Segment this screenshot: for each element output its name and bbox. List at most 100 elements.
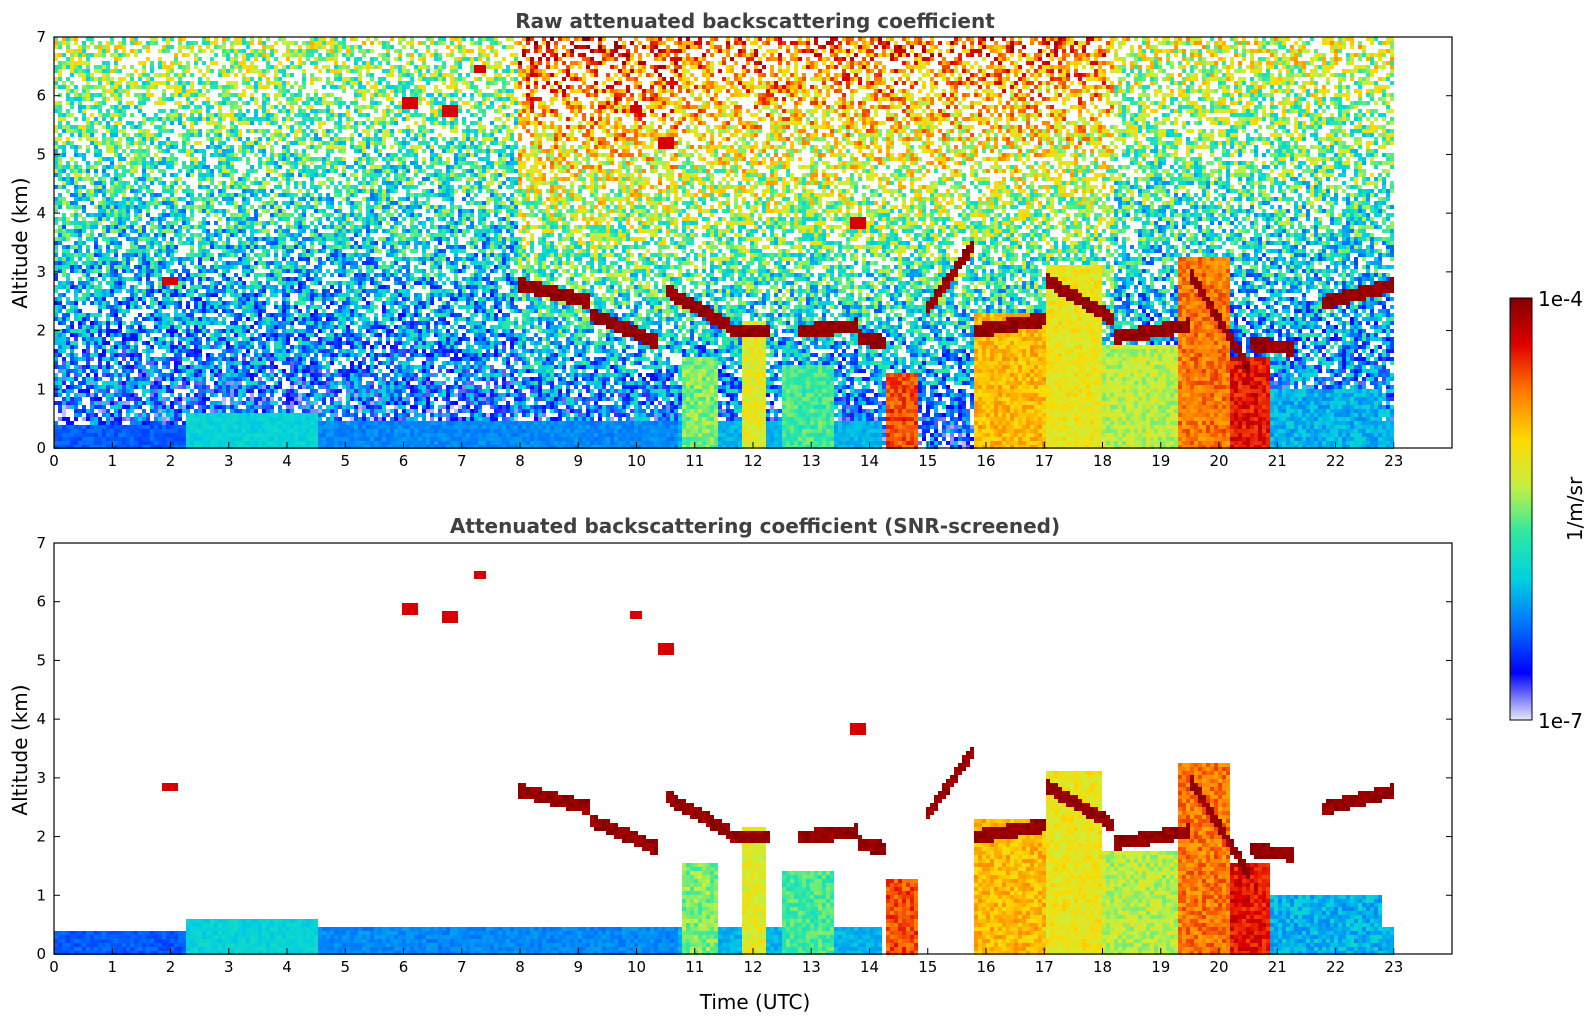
heatmap-cell xyxy=(106,165,110,169)
heatmap-cell xyxy=(62,433,66,437)
heatmap-cell xyxy=(74,93,78,97)
heatmap-cell xyxy=(106,137,110,141)
heatmap-cell xyxy=(62,389,66,393)
heatmap-cell xyxy=(70,397,74,401)
heatmap-cell xyxy=(114,181,118,185)
heatmap-cell xyxy=(58,113,62,117)
heatmap-cell xyxy=(70,177,74,181)
heatmap-cell xyxy=(58,369,62,373)
heatmap-cell xyxy=(66,93,70,97)
heatmap-cell xyxy=(98,261,102,265)
heatmap-cell xyxy=(102,125,106,129)
heatmap-cell xyxy=(78,281,82,285)
heatmap-cell xyxy=(110,381,114,385)
heatmap-cell xyxy=(102,365,106,369)
heatmap-cell xyxy=(82,341,86,345)
heatmap-cell xyxy=(66,97,70,101)
heatmap-cell xyxy=(78,325,82,329)
heatmap-cell xyxy=(98,221,102,225)
heatmap-cell xyxy=(86,329,90,333)
heatmap-cell xyxy=(94,365,98,369)
heatmap-cell xyxy=(58,217,62,221)
heatmap-cell xyxy=(102,385,106,389)
heatmap-cell xyxy=(102,85,106,89)
heatmap-cell xyxy=(86,297,90,301)
heatmap-cell xyxy=(102,353,106,357)
heatmap-cell xyxy=(98,389,102,393)
heatmap-cell xyxy=(74,409,78,413)
heatmap-cell xyxy=(66,353,70,357)
heatmap-cell xyxy=(74,373,78,377)
heatmap-cell xyxy=(74,289,78,293)
heatmap-cell xyxy=(90,121,94,125)
heatmap-cell xyxy=(114,361,118,365)
heatmap-cell xyxy=(94,317,98,321)
heatmap-cell xyxy=(86,173,90,177)
heatmap-cell xyxy=(102,425,106,429)
heatmap-cell xyxy=(110,377,114,381)
heatmap-cell xyxy=(98,233,102,237)
heatmap-cell xyxy=(114,345,118,349)
heatmap-cell xyxy=(86,161,90,165)
heatmap-cell xyxy=(78,257,82,261)
heatmap-cell xyxy=(110,329,114,333)
heatmap-cell xyxy=(78,389,82,393)
heatmap-cell xyxy=(102,209,106,213)
heatmap-cell xyxy=(114,321,118,325)
heatmap-cell xyxy=(94,205,98,209)
heatmap-cell xyxy=(94,341,98,345)
heatmap-cell xyxy=(82,61,86,65)
heatmap-cell xyxy=(70,97,74,101)
heatmap-cell xyxy=(90,401,94,405)
heatmap-cell xyxy=(86,129,90,133)
heatmap-cell xyxy=(102,357,106,361)
heatmap-cell xyxy=(98,421,102,425)
heatmap-cell xyxy=(86,197,90,201)
heatmap-cell xyxy=(90,437,94,441)
heatmap-cell xyxy=(102,321,106,325)
heatmap-cell xyxy=(82,157,86,161)
heatmap-cell xyxy=(62,185,66,189)
heatmap-cell xyxy=(114,313,118,317)
heatmap-cell xyxy=(94,117,98,121)
heatmap-cell xyxy=(82,273,86,277)
heatmap-cell xyxy=(62,305,66,309)
heatmap-cell xyxy=(86,437,90,441)
heatmap-cell xyxy=(106,145,110,149)
heatmap-cell xyxy=(86,53,90,57)
heatmap-cell xyxy=(102,237,106,241)
heatmap-cell xyxy=(82,437,86,441)
heatmap-cell xyxy=(78,101,82,105)
heatmap-cell xyxy=(70,361,74,365)
heatmap-cell xyxy=(86,345,90,349)
heatmap-cell xyxy=(106,197,110,201)
heatmap-cell xyxy=(66,189,70,193)
heatmap-cell xyxy=(86,65,90,69)
heatmap-cell xyxy=(86,177,90,181)
heatmap-cell xyxy=(90,413,94,417)
heatmap-cell xyxy=(70,369,74,373)
heatmap-cell xyxy=(98,293,102,297)
heatmap-cell xyxy=(98,45,102,49)
heatmap-cell xyxy=(70,245,74,249)
heatmap-cell xyxy=(102,169,106,173)
heatmap-cell xyxy=(78,297,82,301)
heatmap-cell xyxy=(106,217,110,221)
heatmap-cell xyxy=(86,189,90,193)
heatmap-cell xyxy=(98,253,102,257)
heatmap-cell xyxy=(62,153,66,157)
heatmap-cell xyxy=(74,201,78,205)
heatmap-cell xyxy=(78,369,82,373)
heatmap-cell xyxy=(70,333,74,337)
heatmap-cell xyxy=(66,221,70,225)
heatmap-cell xyxy=(110,133,114,137)
heatmap-cell xyxy=(66,89,70,93)
heatmap-cell xyxy=(98,357,102,361)
heatmap-cell xyxy=(82,429,86,433)
heatmap-cell xyxy=(74,401,78,405)
heatmap-cell xyxy=(98,353,102,357)
heatmap-cell xyxy=(70,357,74,361)
heatmap-cell xyxy=(114,145,118,149)
heatmap-cell xyxy=(86,361,90,365)
heatmap-cell xyxy=(94,217,98,221)
